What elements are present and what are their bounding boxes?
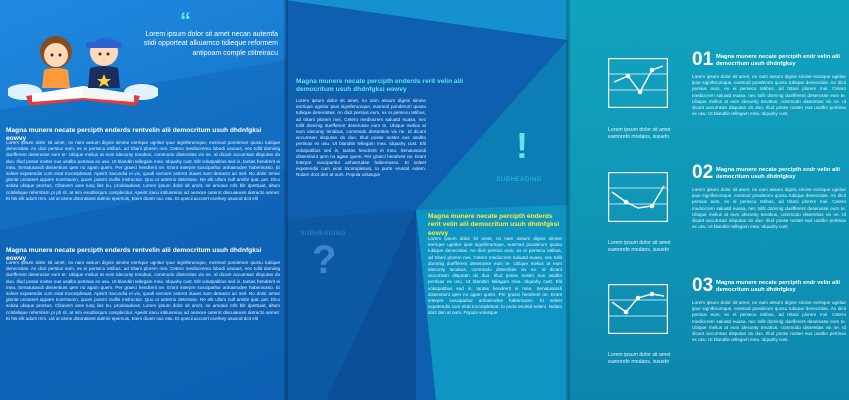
middle-panel: Magna munere necate percipth enderds rer… <box>286 0 568 400</box>
kids-illustration <box>8 36 158 106</box>
middle-body-2: Lorem ipsum dolor sit amet, no nam assum… <box>428 236 562 316</box>
item-3-caption: Lorem ipsum dolor sit amet eamnrefo mnda… <box>608 352 671 365</box>
item-1-title: Magna munere necate percipth endr velin … <box>716 54 841 68</box>
item-1-caption: Lorem ipsum dolor sit amet eamnrefo mnda… <box>608 127 671 140</box>
middle-headline-2: Magna munere necate percipth enderds rer… <box>428 213 560 237</box>
line-chart-icon <box>608 284 668 334</box>
middle-background-shapes <box>286 0 568 400</box>
middle-headline-1: Magna munere necate percipth enderds rer… <box>296 78 464 94</box>
exclamation-icon: ! <box>516 125 528 166</box>
item-1-body: Lorem ipsum dolor sit amet, no nam assum… <box>692 74 846 117</box>
subheading-question: SUBHEADING <box>300 230 346 237</box>
item-2-caption: Lorem ipsum dolor sit amet eamnrefo mnda… <box>608 240 671 253</box>
page-fold-1 <box>284 0 288 400</box>
item-3-number: 03 <box>692 275 714 296</box>
item-2-number: 02 <box>692 162 714 183</box>
subheading-exclamation: SUBHEADING <box>496 176 542 183</box>
line-chart-icon <box>608 172 668 222</box>
left-body-1: Lorem ipsum dolor sit amet, no nam assum… <box>6 140 280 201</box>
page-fold-2 <box>566 0 570 400</box>
question-mark-icon: ? <box>312 238 337 282</box>
item-1-number: 01 <box>692 49 714 70</box>
left-panel: “ Lorem ipsum dolor sit amet necan autem… <box>0 0 286 400</box>
left-quote-text: Lorem ipsum dolor sit amet necan autemfa… <box>143 31 278 57</box>
left-headline-2: Magna munere necate percipth enderds ren… <box>6 247 262 263</box>
item-2-body: Lorem ipsum dolor sit amet, no nam assum… <box>692 187 846 230</box>
left-headline-1: Magna munere necate percipth enderds ren… <box>6 127 262 143</box>
middle-body-1: Lorem ipsum dolor sit amet, no nam assum… <box>296 98 426 178</box>
item-3-body: Lorem ipsum dolor sit amet, no nam assum… <box>692 300 846 343</box>
line-chart-icon <box>608 58 668 108</box>
quote-mark-icon: “ <box>180 8 191 33</box>
item-2-title: Magna munere necate percipth endr velin … <box>716 167 841 181</box>
left-background-shapes <box>0 60 286 400</box>
item-3-title: Magna munere necate percipth endr velin … <box>716 280 841 294</box>
right-panel: Lorem ipsum dolor sit amet eamnrefo mnda… <box>568 0 849 400</box>
left-body-2: Lorem ipsum dolor sit amet, no nam assum… <box>6 260 280 321</box>
